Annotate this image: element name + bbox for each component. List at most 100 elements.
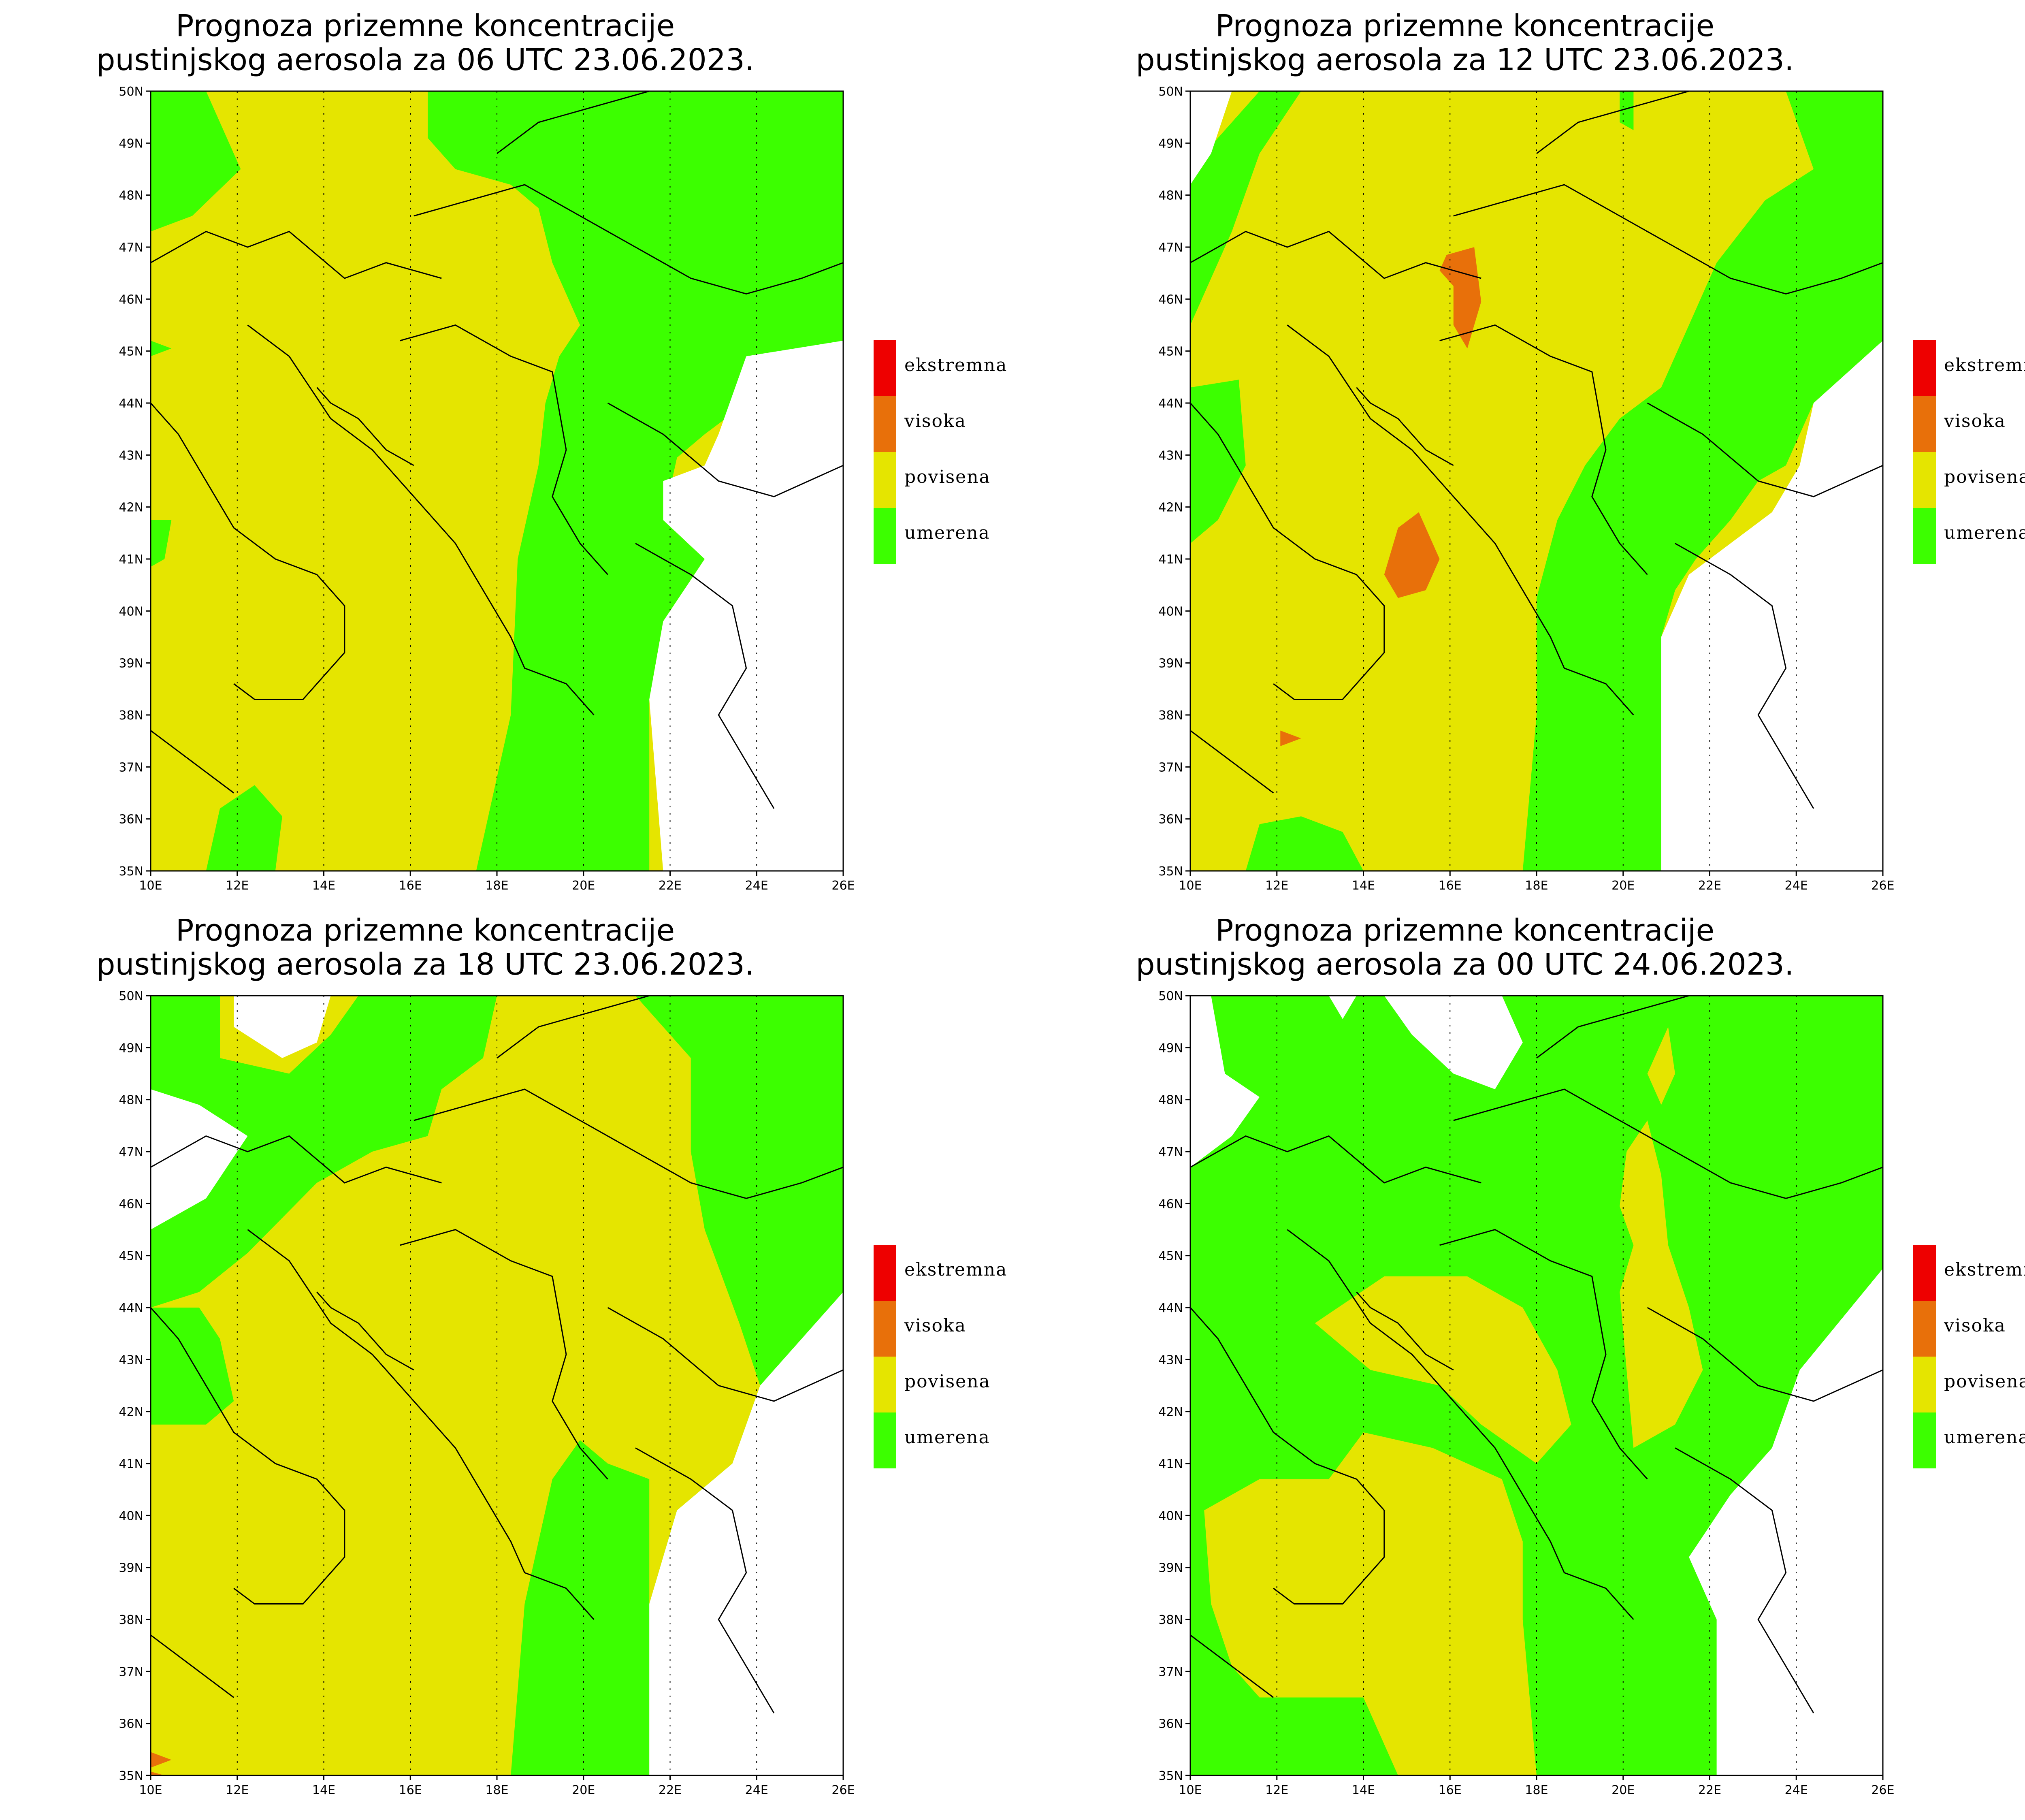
latitude-label: 42N bbox=[1158, 1405, 1183, 1419]
orange-concentration-area bbox=[1280, 730, 1301, 746]
longitude-label: 14E bbox=[1352, 1783, 1375, 1797]
latitude-label: 49N bbox=[119, 1041, 143, 1055]
latitude-label: 40N bbox=[119, 1509, 143, 1523]
legend-label: umerena bbox=[904, 1427, 990, 1448]
longitude-label: 10E bbox=[1179, 879, 1202, 893]
green-concentration-area bbox=[151, 91, 241, 232]
panel-title: Prognoza prizemne koncentracije pustinjs… bbox=[1040, 913, 1890, 981]
latitude-label: 38N bbox=[1158, 708, 1183, 723]
latitude-label: 38N bbox=[119, 708, 143, 723]
latitude-label: 49N bbox=[119, 137, 143, 151]
legend-swatch bbox=[874, 1301, 896, 1357]
longitude-axis: 10E 12E 14E 16E 18E 20E 22E 24E 26E bbox=[139, 871, 855, 893]
yellow-concentration-area bbox=[1620, 1120, 1703, 1448]
graticule bbox=[1276, 996, 1797, 1775]
legend-swatch bbox=[874, 1412, 896, 1468]
country-borders bbox=[1190, 996, 1883, 1713]
longitude-label: 18E bbox=[485, 879, 508, 893]
latitude-label: 41N bbox=[119, 1457, 143, 1471]
legend-label: umerena bbox=[1944, 1427, 2025, 1448]
legend-label: povisena bbox=[904, 1371, 991, 1392]
panel-title: Prognoza prizemne koncentracije pustinjs… bbox=[0, 913, 850, 981]
latitude-label: 37N bbox=[1158, 1665, 1183, 1679]
latitude-label: 41N bbox=[119, 553, 143, 567]
map-panel-00utc: Prognoza prizemne koncentracije pustinjs… bbox=[1040, 905, 2025, 1809]
longitude-label: 26E bbox=[831, 1783, 855, 1797]
latitude-label: 39N bbox=[1158, 1561, 1183, 1575]
latitude-label: 48N bbox=[1158, 1093, 1183, 1107]
latitude-label: 48N bbox=[119, 189, 143, 203]
latitude-label: 36N bbox=[119, 813, 143, 827]
panel-title-line2: pustinjskog aerosola za 00 UTC 24.06.202… bbox=[1136, 947, 1794, 982]
latitude-label: 44N bbox=[1158, 397, 1183, 411]
map-panel-18utc: Prognoza prizemne koncentracije pustinjs… bbox=[0, 905, 1040, 1809]
longitude-label: 16E bbox=[1439, 879, 1462, 893]
white-concentration-area bbox=[234, 996, 331, 1058]
latitude-label: 39N bbox=[119, 1561, 143, 1575]
latitude-label: 46N bbox=[1158, 292, 1183, 307]
latitude-label: 47N bbox=[119, 241, 143, 255]
graticule bbox=[237, 91, 757, 871]
latitude-label: 50N bbox=[119, 989, 143, 1003]
panel-title-line2: pustinjskog aerosola za 18 UTC 23.06.202… bbox=[96, 947, 755, 982]
longitude-label: 24E bbox=[1785, 1783, 1808, 1797]
latitude-label: 47N bbox=[1158, 241, 1183, 255]
forecast-map: 50N 49N 48N 47N 46N 45N 44N 43N 42N 41N 40N 39N 38N 3… bbox=[1158, 85, 1895, 893]
legend-label: visoka bbox=[1944, 411, 2006, 431]
latitude-label: 50N bbox=[119, 85, 143, 99]
latitude-label: 35N bbox=[119, 864, 143, 879]
legend-swatch bbox=[874, 508, 896, 564]
latitude-label: 48N bbox=[1158, 189, 1183, 203]
orange-concentration-area bbox=[151, 1752, 172, 1768]
longitude-label: 18E bbox=[485, 1783, 508, 1797]
green-concentration-area bbox=[1190, 380, 1246, 544]
green-concentration-area bbox=[1522, 91, 1883, 871]
longitude-label: 14E bbox=[312, 1783, 335, 1797]
longitude-axis: 10E 12E 14E 16E 18E 20E 22E 24E 26E bbox=[1179, 871, 1895, 893]
latitude-label: 40N bbox=[1158, 1509, 1183, 1523]
latitude-label: 45N bbox=[1158, 1249, 1183, 1263]
latitude-label: 38N bbox=[119, 1613, 143, 1627]
latitude-axis: 50N 49N 48N 47N 46N 45N 44N 43N 42N 41N 40N 39N 38N 3… bbox=[1158, 989, 1190, 1783]
latitude-label: 35N bbox=[1158, 1769, 1183, 1783]
longitude-label: 16E bbox=[1439, 1783, 1462, 1797]
legend-swatch bbox=[874, 452, 896, 508]
green-concentration-area bbox=[428, 91, 843, 871]
panel-title-line1: Prognoza prizemne koncentracije bbox=[175, 9, 675, 43]
panel-title: Prognoza prizemne koncentracije pustinjs… bbox=[1040, 9, 1890, 77]
latitude-axis: 50N 49N 48N 47N 46N 45N 44N 43N 42N 41N 40N 39N 38N 3… bbox=[119, 85, 151, 879]
latitude-label: 42N bbox=[119, 501, 143, 515]
panel-title-line1: Prognoza prizemne koncentracije bbox=[1215, 9, 1715, 43]
legend-label: visoka bbox=[904, 1315, 966, 1336]
latitude-label: 49N bbox=[1158, 137, 1183, 151]
forecast-map: 50N 49N 48N 47N 46N 45N 44N 43N 42N 41N 40N 39N 38N 3… bbox=[119, 85, 855, 893]
latitude-label: 44N bbox=[1158, 1301, 1183, 1315]
latitude-label: 45N bbox=[119, 345, 143, 359]
country-borders bbox=[151, 91, 843, 809]
legend-swatch bbox=[1913, 508, 1936, 564]
latitude-label: 43N bbox=[1158, 1353, 1183, 1367]
longitude-label: 20E bbox=[1611, 1783, 1635, 1797]
longitude-label: 10E bbox=[1179, 1783, 1202, 1797]
green-concentration-area bbox=[151, 520, 172, 567]
latitude-label: 46N bbox=[119, 292, 143, 307]
legend-label: povisena bbox=[904, 467, 991, 487]
latitude-label: 42N bbox=[1158, 501, 1183, 515]
latitude-axis: 50N 49N 48N 47N 46N 45N 44N 43N 42N 41N 40N 39N 38N 3… bbox=[1158, 85, 1190, 879]
yellow-concentration-area bbox=[1315, 1276, 1571, 1464]
legend-swatch bbox=[1913, 1412, 1936, 1468]
latitude-label: 50N bbox=[1158, 989, 1183, 1003]
legend-label: ekstremna bbox=[1944, 355, 2025, 376]
longitude-label: 12E bbox=[226, 879, 249, 893]
latitude-label: 41N bbox=[1158, 1457, 1183, 1471]
panel-title-line2: pustinjskog aerosola za 06 UTC 23.06.202… bbox=[96, 43, 755, 77]
legend-swatch bbox=[874, 1357, 896, 1412]
panel-title-line1: Prognoza prizemne koncentracije bbox=[175, 913, 675, 948]
longitude-label: 20E bbox=[572, 1783, 595, 1797]
latitude-label: 37N bbox=[1158, 760, 1183, 775]
longitude-label: 22E bbox=[659, 1783, 682, 1797]
longitude-label: 16E bbox=[399, 1783, 422, 1797]
legend-swatch bbox=[1913, 1245, 1936, 1301]
graticule bbox=[237, 996, 757, 1775]
legend-label: povisena bbox=[1944, 467, 2025, 487]
